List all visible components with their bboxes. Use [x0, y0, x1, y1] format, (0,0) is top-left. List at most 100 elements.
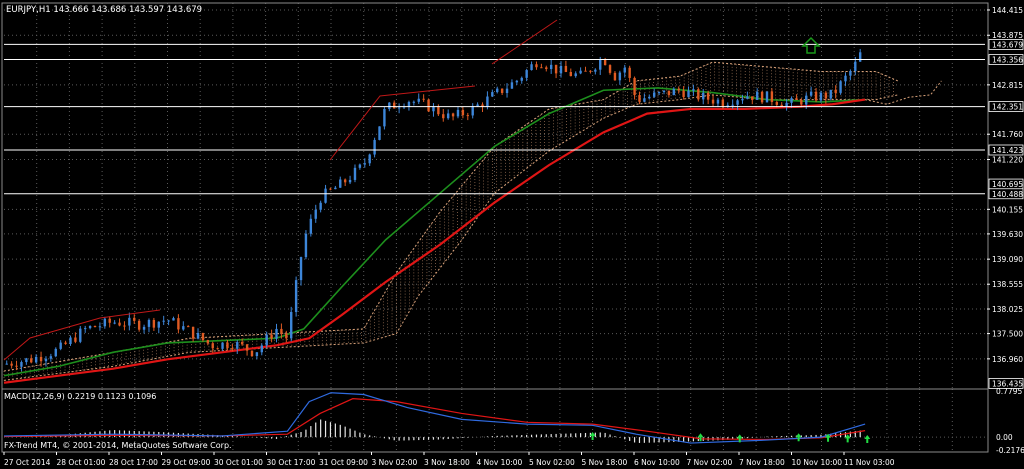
candle-body	[677, 88, 680, 91]
candle-body	[358, 164, 362, 168]
candle-body	[844, 75, 847, 82]
price-tick-label: 143.875	[992, 31, 1023, 40]
price-axis-labels: 144.415 143.875 142.815 141.760 141.220 140.1…	[987, 6, 1024, 389]
candle-body	[795, 98, 798, 100]
candle-body	[510, 82, 514, 89]
candle-body	[834, 89, 837, 93]
time-tick-label: 3 Nov 18:00	[424, 458, 470, 467]
candle-body	[515, 80, 519, 83]
candle-body	[633, 77, 636, 96]
time-tick-label: 3 Nov 02:00	[372, 458, 418, 467]
candle-body	[721, 99, 725, 107]
candle-body	[491, 92, 494, 97]
price-tick-label: 141.760	[992, 130, 1023, 139]
candle-body	[255, 352, 259, 357]
candle-body	[98, 326, 102, 328]
candle-body	[245, 344, 249, 351]
price-marker-label: 143.679	[992, 40, 1023, 49]
candle-body	[775, 102, 779, 105]
price-marker-label: 143.356	[992, 56, 1023, 65]
candle-body	[805, 95, 808, 105]
candle-body	[520, 77, 523, 81]
candle-body	[525, 70, 528, 78]
candle-body	[496, 88, 499, 93]
candle-body	[849, 71, 852, 76]
candle-body	[432, 106, 435, 112]
candle-body	[260, 345, 263, 353]
candle-body	[451, 113, 455, 117]
candle-body	[628, 67, 631, 78]
candle-body	[157, 321, 160, 328]
candle-body	[790, 98, 793, 103]
candle-body	[427, 99, 430, 112]
candle-body	[44, 358, 48, 362]
candle-body	[564, 65, 568, 72]
trendline-1	[3, 309, 161, 361]
candle-body	[422, 98, 425, 100]
macd-signal-arrow-icon	[589, 432, 596, 441]
copyright-caption: FX-Trend MT4, © 2001-2014, MetaQuotes So…	[4, 441, 232, 450]
candle-body	[672, 88, 676, 96]
candle-body	[339, 179, 342, 188]
candle-body	[446, 113, 450, 119]
candle-body	[736, 100, 739, 105]
candle-body	[275, 328, 278, 339]
candle-body	[353, 167, 357, 180]
candle-body	[334, 187, 337, 190]
candle-body	[10, 363, 13, 366]
candle-body	[471, 106, 474, 116]
candle-body	[59, 342, 62, 349]
trendline-2	[329, 85, 476, 161]
candle-body	[280, 328, 283, 334]
candle-body	[476, 104, 479, 107]
candle-body	[697, 89, 700, 100]
price-tick-label: 144.415	[992, 6, 1023, 15]
candle-body	[559, 65, 563, 74]
candle-body	[456, 109, 460, 117]
candle-body	[206, 340, 210, 344]
price-marker-box	[988, 188, 1024, 200]
candle-body	[716, 99, 720, 104]
macd-series	[3, 392, 871, 444]
candle-body	[461, 109, 465, 116]
candle-body	[702, 92, 705, 100]
candle-body	[231, 348, 234, 350]
time-axis-labels: 27 Oct 2014 28 Oct 01:00 28 Oct 17:00 29 Oc…	[3, 452, 895, 467]
time-tick-label: 29 Oct 09:00	[162, 458, 211, 467]
candle-body	[285, 333, 288, 339]
ma-fast-line	[3, 87, 866, 377]
candle-body	[603, 59, 607, 66]
time-tick-label: 4 Nov 10:00	[477, 458, 523, 467]
price-tick-label: 137.500	[992, 330, 1023, 339]
time-tick-label: 11 Nov 03:00	[844, 458, 895, 467]
moving-averages	[3, 87, 866, 384]
candle-body	[177, 318, 180, 330]
macd-signal-arrow-icon	[844, 434, 851, 443]
candle-body	[407, 101, 411, 107]
price-tick-label: 142.815	[992, 81, 1023, 90]
price-marker-label: 140.488	[992, 190, 1023, 199]
price-levels[interactable]	[4, 43, 985, 195]
candle-body	[643, 98, 646, 102]
candle-body	[363, 163, 366, 165]
price-marker-label: 136.435	[992, 379, 1023, 388]
candle-body	[608, 65, 612, 73]
candle-body	[378, 126, 381, 140]
candle-body	[250, 350, 254, 357]
macd-signal-arrow-icon	[697, 433, 704, 442]
candle-body	[84, 328, 87, 330]
candle-body	[133, 317, 136, 321]
candle-body	[613, 72, 617, 81]
candle-body	[530, 64, 533, 71]
price-tick-label: 140.155	[992, 205, 1023, 214]
candle-body	[373, 139, 376, 155]
candle-body	[15, 365, 18, 367]
ma-slow-line	[3, 98, 866, 384]
candle-body	[69, 337, 72, 344]
macd-tick-label: -0.2176	[996, 446, 1024, 455]
candle-body	[854, 61, 857, 72]
candle-body	[152, 319, 156, 328]
time-tick-label: 30 Oct 17:00	[267, 458, 316, 467]
candle-body	[299, 257, 303, 281]
